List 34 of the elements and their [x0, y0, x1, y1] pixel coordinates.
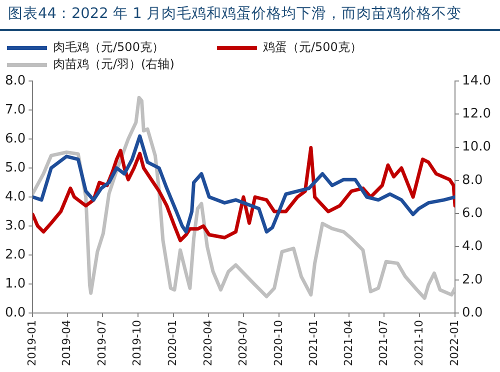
y2-tick-label: 14.0 — [462, 73, 492, 88]
x-tick-label: 2019-01 — [26, 320, 39, 366]
y2-tick-label: 0.0 — [462, 305, 483, 320]
y-tick-label: 6.0 — [4, 131, 26, 146]
y-tick-label: 7.0 — [4, 102, 26, 118]
y-tick-label: 8.0 — [4, 73, 26, 88]
x-tick-label: 2019-04 — [60, 320, 74, 366]
x-tick-label: 2020-10 — [272, 320, 285, 366]
y2-tick-label: 6.0 — [462, 206, 483, 221]
x-tick-label: 2021-01 — [307, 320, 320, 366]
y2-tick-label: 2.0 — [462, 272, 483, 288]
x-tick-label: 2019-10 — [130, 320, 144, 366]
y2-tick-label: 8.0 — [462, 172, 483, 188]
y-tick-label: 3.0 — [4, 218, 26, 234]
y-tick-label: 4.0 — [4, 189, 26, 204]
legend-label: 鸡蛋（元/500克） — [262, 40, 410, 54]
chart-title: 图表44：2022 年 1 月肉毛鸡和鸡蛋价格均下滑，而肉苗鸡价格不变 — [0, 0, 500, 31]
x-tick-label: 2022-01 — [448, 320, 461, 366]
x-tick-label: 2020-01 — [166, 320, 180, 366]
legend-label: 肉毛鸡（元/500克） — [53, 40, 212, 54]
y-tick-label: 2.0 — [4, 247, 26, 262]
y-tick-label: 1.0 — [4, 276, 26, 292]
y2-tick-label: 10.0 — [462, 140, 492, 155]
x-tick-label: 2020-04 — [201, 320, 214, 366]
x-tick-label: 2019-07 — [95, 320, 108, 366]
y-tick-label: 0.0 — [4, 305, 26, 320]
y-tick-label: 5.0 — [4, 160, 26, 176]
y2-tick-label: 4.0 — [462, 239, 483, 254]
x-tick-label: 2021-10 — [412, 320, 426, 366]
x-tick-label: 2020-07 — [236, 320, 250, 366]
y2-tick-label: 12.0 — [462, 106, 492, 122]
x-tick-label: 2021-04 — [342, 320, 355, 366]
legend-label: 肉苗鸡（元/羽）(右轴) — [53, 57, 222, 72]
x-tick-label: 2021-07 — [377, 320, 390, 366]
